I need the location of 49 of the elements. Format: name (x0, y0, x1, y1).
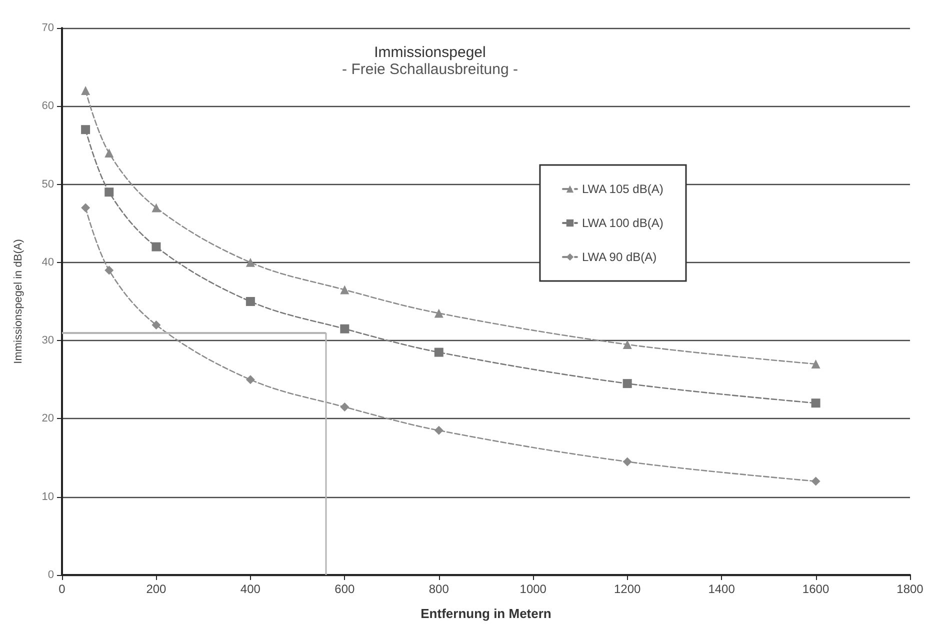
legend-label: LWA 105 dB(A) (582, 182, 664, 196)
x-tick-label: 1800 (896, 582, 924, 596)
y-tick-label: 10 (42, 490, 54, 503)
point (81, 125, 90, 134)
point (104, 266, 114, 275)
point (340, 402, 350, 412)
point (811, 360, 820, 369)
point (622, 379, 632, 388)
point (81, 203, 90, 212)
point (340, 285, 350, 294)
x-tick-label: 0 (58, 582, 66, 596)
point (811, 476, 820, 486)
y-tick-label: 40 (42, 256, 54, 268)
y-tick-label: 20 (42, 412, 54, 425)
x-tick-label: 1000 (520, 582, 547, 596)
x-tick-label: 1200 (614, 582, 642, 596)
point (246, 258, 255, 267)
point (340, 324, 350, 334)
point (622, 457, 632, 466)
x-tick-label: 800 (428, 582, 450, 596)
point (811, 398, 820, 408)
y-tick-label: 30 (42, 334, 54, 347)
point (104, 148, 114, 158)
point (246, 375, 255, 384)
x-tick-label: 400 (240, 582, 261, 596)
y-tick-label: 50 (42, 178, 54, 190)
y-axis-title: Immissionspegel in dB(A) (12, 239, 24, 364)
point (434, 348, 444, 357)
y-tick-label: 60 (42, 100, 54, 112)
text: - Freie Schallausbreitung - (342, 61, 518, 78)
x-tick-label: 1600 (802, 582, 830, 596)
y-tick-label: 0 (48, 569, 54, 581)
legend-label: LWA 90 dB(A) (582, 250, 657, 264)
point (434, 426, 444, 435)
point (152, 242, 161, 252)
point (152, 203, 161, 212)
point (81, 86, 90, 96)
y-tick-label: 70 (42, 22, 54, 34)
x-tick-label: 600 (334, 582, 355, 596)
legend-label: LWA 100 dB(A) (582, 216, 664, 230)
point (246, 297, 255, 306)
point (622, 340, 632, 349)
point (152, 320, 161, 330)
point (434, 308, 444, 318)
point (104, 188, 114, 197)
text: Immissionspegel (374, 44, 486, 61)
x-tick-label: 200 (146, 582, 167, 596)
x-tick-label: 1400 (708, 582, 736, 596)
x-axis-title: Entfernung in Metern (420, 606, 552, 621)
